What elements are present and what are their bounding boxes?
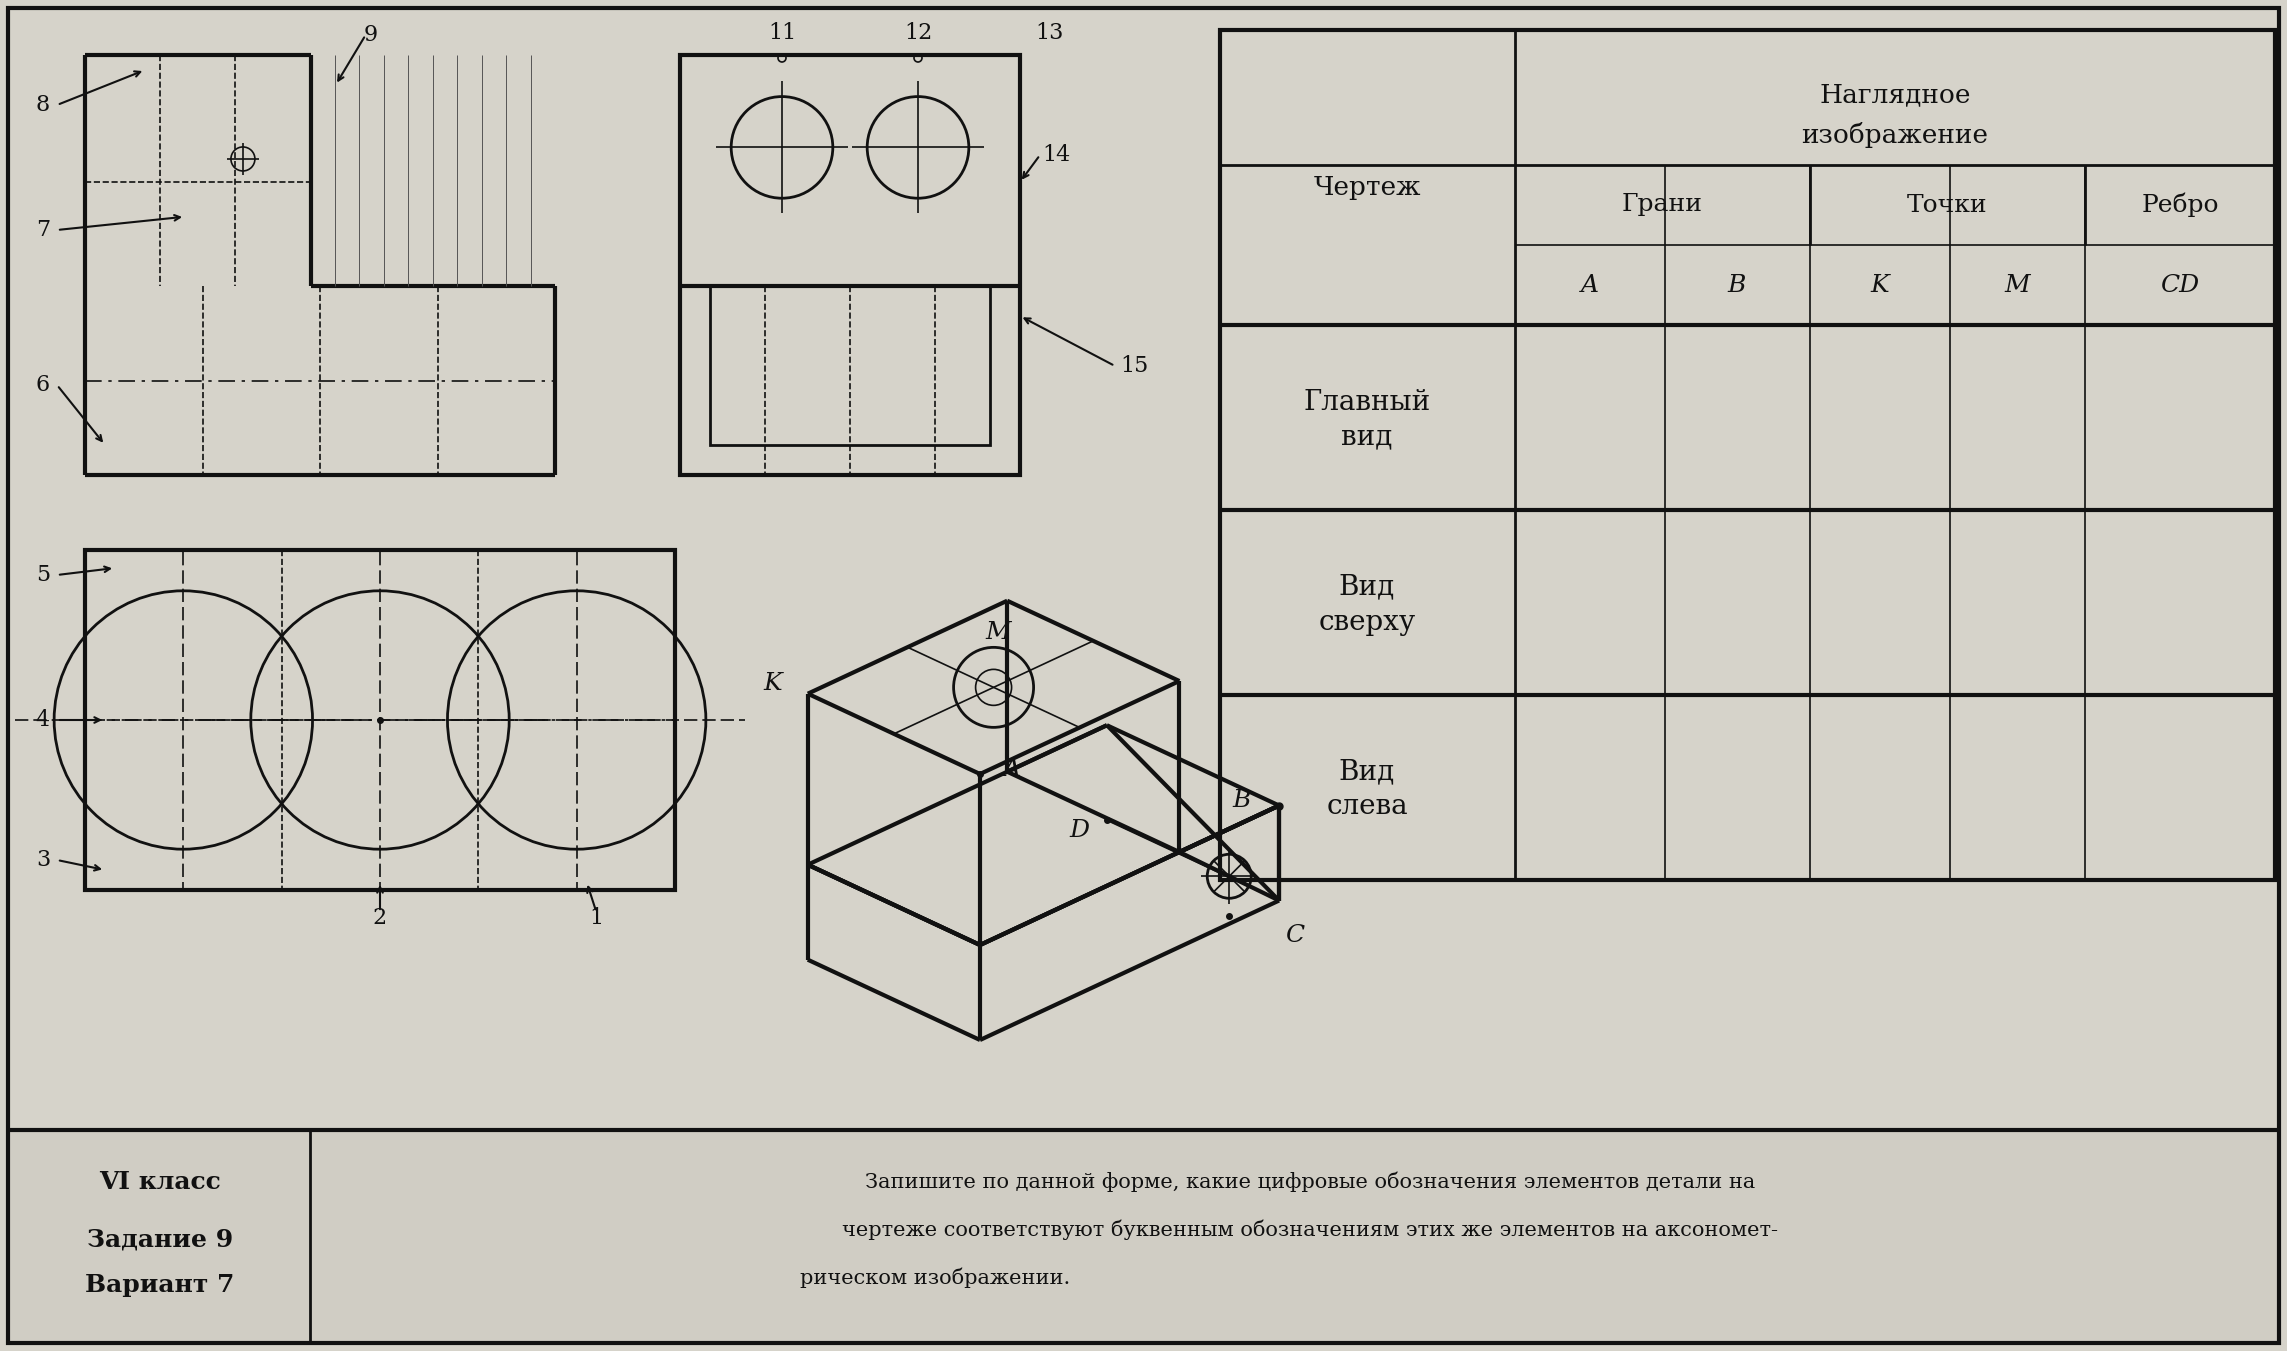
Text: B: B: [1233, 789, 1251, 812]
Bar: [85, 550, 675, 890]
Text: Ребро: Ребро: [2141, 193, 2218, 218]
Text: 15: 15: [1121, 355, 1148, 377]
Text: 12: 12: [903, 22, 933, 45]
Text: 13: 13: [1036, 22, 1063, 45]
Text: Точки: Точки: [1907, 193, 1987, 216]
Text: Вид: Вид: [1338, 574, 1395, 600]
Text: C: C: [1285, 924, 1304, 947]
Text: K: K: [1871, 273, 1889, 296]
Text: Наглядное: Наглядное: [1818, 82, 1971, 108]
Text: Вариант 7: Вариант 7: [85, 1273, 236, 1297]
Text: VI класс: VI класс: [98, 1170, 222, 1194]
Text: Главный: Главный: [1304, 389, 1432, 416]
Bar: [709, 286, 990, 444]
Text: 11: 11: [768, 22, 796, 45]
Text: чертеже соответствуют буквенным обозначениям этих же элементов на аксономет-: чертеже соответствуют буквенным обозначе…: [842, 1220, 1777, 1240]
Text: 6: 6: [37, 374, 50, 396]
Text: 3: 3: [37, 848, 50, 871]
Text: A: A: [1004, 758, 1020, 781]
Text: Вид: Вид: [1338, 758, 1395, 785]
Text: B: B: [1727, 273, 1747, 296]
Text: K: K: [764, 673, 782, 696]
Text: рическом изображении.: рическом изображении.: [800, 1267, 1070, 1289]
Text: сверху: сверху: [1317, 608, 1416, 635]
Text: 8: 8: [37, 95, 50, 116]
Text: D: D: [1068, 819, 1089, 842]
Text: 9: 9: [364, 24, 377, 46]
Text: вид: вид: [1340, 423, 1393, 450]
Text: M: M: [2003, 273, 2031, 296]
Text: Запишите по данной форме, какие цифровые обозначения элементов детали на: Запишите по данной форме, какие цифровые…: [864, 1171, 1754, 1192]
Text: Чертеж: Чертеж: [1313, 174, 1420, 200]
Text: 1: 1: [590, 907, 604, 929]
Text: 14: 14: [1043, 145, 1070, 166]
Text: Задание 9: Задание 9: [87, 1228, 233, 1252]
Text: 5: 5: [37, 563, 50, 586]
Bar: [9, 1129, 2280, 1343]
Text: Грани: Грани: [1621, 193, 1702, 216]
Bar: [679, 55, 1020, 476]
Text: 2: 2: [373, 907, 387, 929]
Bar: [1219, 30, 2276, 880]
Text: CD: CD: [2161, 273, 2200, 296]
Text: изображение: изображение: [1802, 122, 1987, 149]
Bar: [9, 16, 2280, 1129]
Text: слева: слева: [1326, 793, 1409, 820]
Text: 7: 7: [37, 219, 50, 240]
Text: A: A: [1580, 273, 1599, 296]
Text: 4: 4: [37, 709, 50, 731]
Text: M: M: [986, 621, 1011, 644]
